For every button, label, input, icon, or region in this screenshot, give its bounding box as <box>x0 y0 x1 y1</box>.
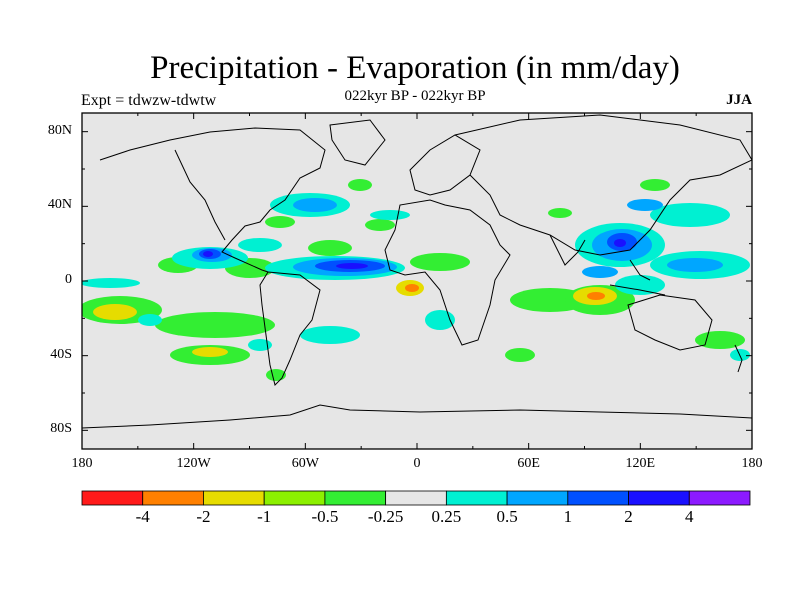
colorbar <box>81 490 751 506</box>
colorbar-swatch <box>142 490 204 506</box>
colorbar-label: -1 <box>257 507 272 526</box>
lon-label: 120W <box>176 456 211 471</box>
lon-label: 180 <box>71 456 93 471</box>
colorbar-swatch <box>445 490 508 506</box>
lat-label: 40N <box>47 197 72 213</box>
colorbar-label: -0.25 <box>367 507 404 526</box>
season-label: JJA <box>726 92 752 108</box>
lat-label: 40S <box>50 346 72 362</box>
colorbar-label: 0.5 <box>496 507 518 526</box>
colorbar-label: 4 <box>685 507 694 526</box>
colorbar-label: 0.25 <box>431 507 462 526</box>
lon-label: 60W <box>291 456 319 471</box>
colorbar-swatch <box>385 490 447 506</box>
axis-ticks <box>81 113 753 449</box>
colorbar-swatch <box>324 490 387 506</box>
map-subtitle: 022kyr BP - 022kyr BP <box>344 88 486 104</box>
colorbar-label: -4 <box>135 507 150 526</box>
coastlines <box>82 114 752 429</box>
lon-label: 60E <box>517 456 540 471</box>
colorbar-label: 2 <box>624 507 633 526</box>
colorbar-swatch <box>567 490 629 506</box>
experiment-label: Expt = tdwzw-tdwtw <box>81 92 217 109</box>
colorbar-swatch <box>263 490 326 506</box>
colorbar-swatch <box>203 490 265 506</box>
lat-label: 80N <box>47 122 72 138</box>
colorbar-label: 1 <box>563 507 573 526</box>
lat-label: 80S <box>50 421 72 437</box>
lon-label: 120E <box>625 456 656 471</box>
lat-label: 0 <box>65 272 72 287</box>
colorbar-label: -0.5 <box>311 507 339 526</box>
colorbar-label: -2 <box>196 507 211 526</box>
lon-label: 0 <box>413 456 421 471</box>
colorbar-swatch <box>81 490 144 506</box>
contour-darkblue <box>203 239 626 269</box>
colorbar-swatch <box>506 490 569 506</box>
map-title: Precipitation - Evaporation (in mm/day) <box>150 50 680 86</box>
colorbar-swatch <box>628 490 690 506</box>
anomaly-field <box>82 114 752 429</box>
contour-orange <box>405 284 605 300</box>
colorbar-swatch <box>688 490 751 506</box>
lon-label: 180 <box>741 456 763 471</box>
